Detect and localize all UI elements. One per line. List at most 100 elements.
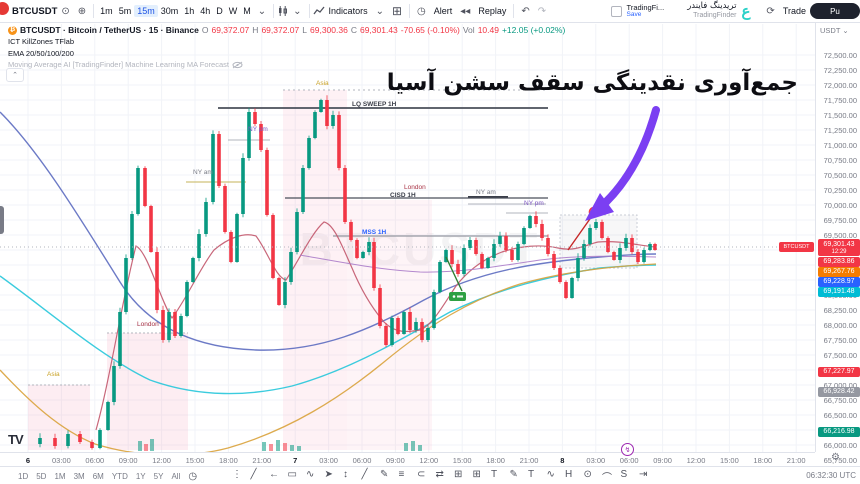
- redo-icon[interactable]: ↷: [537, 5, 547, 17]
- chart-label-ny-am: NY am: [476, 189, 496, 196]
- quote-icon[interactable]: ⊙: [61, 5, 70, 17]
- trend-line-icon[interactable]: ╱: [250, 469, 257, 480]
- chart-label-london: London: [137, 321, 159, 328]
- candlestick-chart[interactable]: [0, 0, 860, 466]
- candle-style-icon[interactable]: [277, 5, 289, 17]
- curve-tool-icon[interactable]: ∿: [546, 469, 555, 480]
- alert-button[interactable]: Alert: [433, 6, 453, 16]
- price-tick: 71,000.00: [823, 141, 857, 150]
- fib-retracement-icon[interactable]: ⇄: [435, 469, 444, 480]
- go-to-date-icon[interactable]: ◷: [188, 470, 198, 482]
- range-6m[interactable]: 6M: [92, 471, 104, 481]
- timeframe-4h[interactable]: 4h: [200, 6, 211, 16]
- chart-label-ny-am: NY am: [193, 169, 213, 176]
- indicators-button[interactable]: Indicators: [328, 6, 368, 16]
- ray-tool-icon[interactable]: ╱: [361, 469, 368, 480]
- timeframe-chevron-icon[interactable]: ⌄: [257, 5, 267, 17]
- table-tool-icon[interactable]: ⊞: [472, 469, 481, 480]
- undo-icon[interactable]: ↶: [521, 5, 530, 17]
- range-1y[interactable]: 1Y: [135, 471, 146, 481]
- price-tag: 69,191.48: [818, 287, 860, 297]
- circle-tool-icon[interactable]: ⊙: [583, 469, 592, 480]
- symbol-button[interactable]: BTCUSDT: [12, 5, 58, 17]
- multichart-layout-icon[interactable]: ⊞: [391, 4, 403, 18]
- change-value: -70.65 (-0.10%): [400, 25, 460, 35]
- replay-button[interactable]: Replay: [478, 6, 507, 16]
- price-tick: 69,750.00: [823, 216, 857, 225]
- price-tick: 67,750.00: [823, 336, 857, 345]
- time-tick: 12:00: [686, 456, 706, 465]
- layout-checkbox[interactable]: [610, 5, 622, 17]
- price-tick: 70,750.00: [823, 156, 857, 165]
- text-tool-icon[interactable]: T: [491, 469, 498, 480]
- timeframe-W[interactable]: W: [228, 6, 238, 16]
- timeframe-D[interactable]: D: [216, 6, 223, 16]
- range-5d[interactable]: 5D: [36, 471, 47, 481]
- time-tick: 15:00: [452, 456, 472, 465]
- time-tick: 8: [560, 456, 565, 465]
- trade-button[interactable]: Trade: [782, 6, 806, 16]
- range-1m[interactable]: 1M: [54, 471, 66, 481]
- time-tick: 21:00: [786, 456, 806, 465]
- layout-name[interactable]: TradingFi...: [626, 2, 665, 12]
- price-tick: 68,250.00: [823, 306, 857, 315]
- range-5y[interactable]: 5Y: [153, 471, 164, 481]
- brush-tool-icon[interactable]: ✎: [380, 469, 389, 480]
- axis-settings-gear-icon[interactable]: ⚙: [831, 452, 840, 463]
- tradingview-logo[interactable]: TV: [8, 432, 24, 447]
- time-axis[interactable]: 6 03:00 06:00 09:00 12:00 15:00 18:00 21:00 7 03:…: [0, 452, 815, 467]
- timeframe-30m[interactable]: 30m: [160, 6, 179, 16]
- publish-button[interactable]: Pu: [810, 3, 860, 19]
- timeframe-1m[interactable]: 1m: [100, 6, 113, 16]
- range-ytd[interactable]: YTD: [111, 471, 128, 481]
- clock-utc[interactable]: 06:32:30 UTC: [806, 471, 856, 480]
- time-tick: 7: [293, 456, 298, 465]
- timeframe-15m[interactable]: 15m: [134, 5, 158, 17]
- zigzag-tool-icon[interactable]: S: [620, 469, 628, 480]
- price-range-icon[interactable]: H: [565, 469, 573, 480]
- range-1d[interactable]: 1D: [18, 471, 29, 481]
- timeframe-1h[interactable]: 1h: [184, 6, 195, 16]
- chart-style-chevron-icon[interactable]: ⌄: [293, 5, 302, 17]
- vertical-line-icon[interactable]: ↕: [343, 469, 348, 480]
- pitchfork-icon[interactable]: ⊂: [417, 469, 426, 480]
- price-axis[interactable]: 72,500.00 72,250.00 72,000.00 71,750.00 71,5…: [815, 22, 860, 465]
- indicator-row-killzones[interactable]: ICT KillZones TFlab: [8, 37, 74, 47]
- price-axis-currency[interactable]: USDT ⌄: [820, 26, 849, 35]
- legend-symbol-row[interactable]: ₿ BTCUSDT · Bitcoin / TetherUS · 15 · Bi…: [8, 25, 565, 36]
- chart-label-lq-sweep-1h: LQ SWEEP 1H: [352, 101, 397, 108]
- visibility-off-icon[interactable]: [232, 61, 243, 69]
- indicators-chevron-icon[interactable]: ⌄: [375, 5, 384, 17]
- compare-icon[interactable]: ⊕: [77, 5, 87, 17]
- snapshot-icon[interactable]: ⟳: [766, 5, 775, 17]
- indicators-icon: [313, 6, 325, 15]
- high-label: H: [252, 25, 259, 35]
- drag-handle-icon[interactable]: ⋮: [232, 469, 242, 480]
- arrow-marker-icon[interactable]: ←: [269, 469, 279, 480]
- indicator-row-ema[interactable]: EMA 20/50/100/200: [8, 48, 74, 58]
- drawing-toolbar-handle[interactable]: [0, 206, 4, 234]
- range-all[interactable]: All: [171, 471, 181, 481]
- top-toolbar: BTCUSDT ⊙ ⊕ 1m 5m 15m 30m 1h 4h D W M ⌄ ⌄ Indica…: [0, 0, 860, 23]
- chart-label-cisd-1h: CISD 1H: [390, 192, 416, 199]
- grid-layout-icon[interactable]: ⊞: [454, 469, 463, 480]
- wave-tool-icon[interactable]: ∿: [306, 469, 315, 480]
- rectangle-tool-icon[interactable]: ▭: [287, 469, 297, 480]
- timeframe-M[interactable]: M: [243, 6, 251, 16]
- chart-label-ny-pm: NY pm: [524, 200, 544, 207]
- arc-tool-icon[interactable]: ⌒: [602, 473, 612, 484]
- alert-icon: ◷: [417, 5, 426, 17]
- save-button[interactable]: Save: [626, 10, 642, 18]
- range-3m[interactable]: 3M: [73, 471, 85, 481]
- time-tick: 15:00: [720, 456, 739, 465]
- event-marker-icon[interactable]: ↯: [621, 443, 634, 456]
- legend-collapse-button[interactable]: ⌃: [6, 68, 24, 82]
- anchored-text-icon[interactable]: T: [528, 469, 535, 480]
- pen-tool-icon[interactable]: ✎: [509, 469, 518, 480]
- timeframe-5m[interactable]: 5m: [118, 6, 132, 16]
- parallel-channel-icon[interactable]: ≡: [398, 469, 405, 480]
- indicator-row-ma-forecast[interactable]: Moving Average AI [TradingFinder] Machin…: [8, 60, 565, 70]
- cursor-tool-icon[interactable]: ➤: [324, 469, 333, 480]
- flag-tool-icon[interactable]: ⇥: [639, 469, 648, 480]
